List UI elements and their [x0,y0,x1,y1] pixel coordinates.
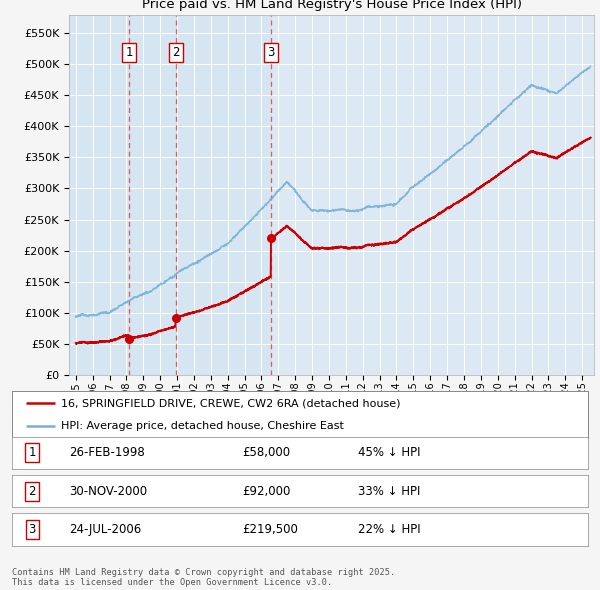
Text: £219,500: £219,500 [242,523,298,536]
Title: 16, SPRINGFIELD DRIVE, CREWE, CW2 6RA
Price paid vs. HM Land Registry's House Pr: 16, SPRINGFIELD DRIVE, CREWE, CW2 6RA Pr… [142,0,521,11]
Text: 2: 2 [172,46,179,59]
Text: 16, SPRINGFIELD DRIVE, CREWE, CW2 6RA (detached house): 16, SPRINGFIELD DRIVE, CREWE, CW2 6RA (d… [61,398,400,408]
Text: 1: 1 [28,446,36,460]
Text: 3: 3 [267,46,275,59]
Bar [129,15,176,375]
Text: 24-JUL-2006: 24-JUL-2006 [70,523,142,536]
Bar [69,15,129,375]
Text: 33% ↓ HPI: 33% ↓ HPI [358,484,420,498]
Text: 2: 2 [28,484,36,498]
Text: 26-FEB-1998: 26-FEB-1998 [70,446,145,460]
Text: HPI: Average price, detached house, Cheshire East: HPI: Average price, detached house, Ches… [61,421,344,431]
Text: Contains HM Land Registry data © Crown copyright and database right 2025.
This d: Contains HM Land Registry data © Crown c… [12,568,395,587]
Text: 1: 1 [125,46,133,59]
Bar [176,15,271,375]
Text: £58,000: £58,000 [242,446,290,460]
Text: £92,000: £92,000 [242,484,291,498]
Text: 3: 3 [28,523,36,536]
Text: 45% ↓ HPI: 45% ↓ HPI [358,446,420,460]
Text: 30-NOV-2000: 30-NOV-2000 [70,484,148,498]
Text: 22% ↓ HPI: 22% ↓ HPI [358,523,420,536]
